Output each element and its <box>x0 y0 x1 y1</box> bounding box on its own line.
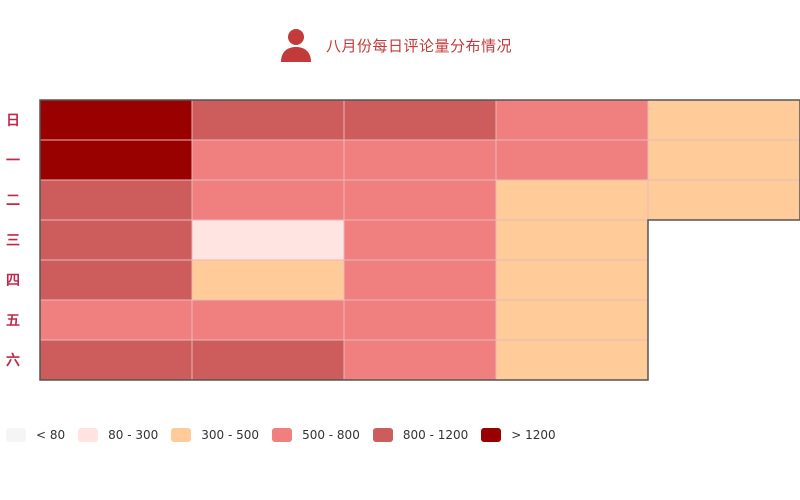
legend-label: 800 - 1200 <box>402 428 469 442</box>
heatmap-cell[interactable] <box>191 99 345 141</box>
heatmap-cell[interactable] <box>343 99 497 141</box>
legend-item[interactable]: 300 - 500 <box>171 428 259 442</box>
legend-swatch <box>171 428 192 442</box>
legend-item[interactable]: 800 - 1200 <box>372 428 469 442</box>
heatmap-cell[interactable] <box>343 179 497 221</box>
heatmap-cell[interactable] <box>343 139 497 181</box>
legend-label: 300 - 500 <box>201 428 260 442</box>
heatmap-cell[interactable] <box>191 299 345 341</box>
heatmap-cell[interactable] <box>343 259 497 301</box>
heatmap-cell[interactable] <box>191 179 345 221</box>
legend-label: 80 - 300 <box>108 428 159 442</box>
heatmap-cell[interactable] <box>495 299 649 341</box>
heatmap-cell[interactable] <box>647 179 800 221</box>
heatmap-cell[interactable] <box>495 179 649 221</box>
heatmap-cell[interactable] <box>39 339 193 381</box>
heatmap-cell[interactable] <box>495 259 649 301</box>
weekday-label: 三 <box>6 233 20 249</box>
heatmap-cell[interactable] <box>191 339 345 381</box>
heatmap-cell[interactable] <box>39 179 193 221</box>
heatmap-cell[interactable] <box>343 219 497 261</box>
heatmap-cell[interactable] <box>495 219 649 261</box>
legend-swatch <box>372 428 393 442</box>
weekday-label: 六 <box>6 353 20 369</box>
heatmap-cell[interactable] <box>647 139 800 181</box>
month-outline <box>39 99 800 381</box>
weekday-label: 四 <box>6 273 20 289</box>
legend-label: < 80 <box>36 428 66 442</box>
weekday-label: 二 <box>6 193 20 209</box>
heatmap-cell[interactable] <box>495 139 649 181</box>
legend-swatch <box>272 428 293 442</box>
legend-swatch <box>6 428 26 442</box>
calendar-heatmap <box>39 99 800 381</box>
heatmap-cell[interactable] <box>39 99 193 141</box>
legend-item[interactable]: > 1200 <box>481 428 556 442</box>
legend: < 80 80 - 300 300 - 500 500 - 800 800 - 1200… <box>6 428 569 442</box>
heatmap-cell[interactable] <box>647 99 800 141</box>
legend-label: 500 - 800 <box>302 428 360 442</box>
heatmap-cell[interactable] <box>343 339 497 381</box>
heatmap-cell[interactable] <box>191 139 345 181</box>
heatmap-cell[interactable] <box>191 259 345 301</box>
heatmap-cell[interactable] <box>191 219 345 261</box>
legend-item[interactable]: 80 - 300 <box>78 428 158 442</box>
heatmap-cell[interactable] <box>495 99 649 141</box>
legend-label: > 1200 <box>511 428 556 442</box>
heatmap-cell[interactable] <box>39 139 193 181</box>
chart-title: 八月份每日评论量分布情况 <box>280 28 512 62</box>
heatmap-cell[interactable] <box>39 219 193 261</box>
legend-swatch <box>481 428 502 442</box>
heatmap-cell[interactable] <box>39 259 193 301</box>
heatmap-cell[interactable] <box>39 299 193 341</box>
legend-item[interactable]: 500 - 800 <box>272 428 360 442</box>
person-icon <box>281 29 311 62</box>
chart-title-text: 八月份每日评论量分布情况 <box>326 36 513 55</box>
weekday-label: 一 <box>6 153 20 169</box>
heatmap-cell[interactable] <box>343 299 497 341</box>
weekday-label: 日 <box>6 113 20 129</box>
heatmap-cell[interactable] <box>495 339 649 381</box>
legend-item[interactable]: < 80 <box>6 428 65 442</box>
weekday-label: 五 <box>6 313 20 329</box>
legend-swatch <box>78 428 99 442</box>
